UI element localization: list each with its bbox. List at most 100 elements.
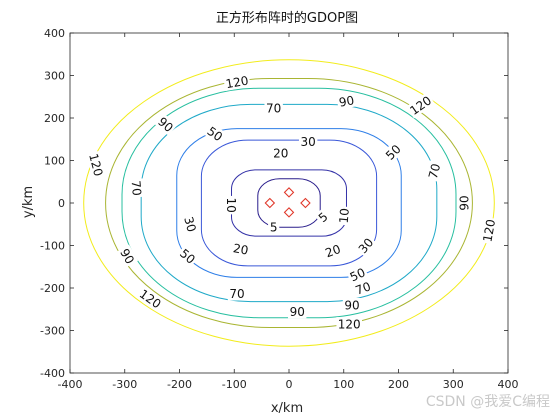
contour-label-halo <box>86 150 107 179</box>
contour-label-halo <box>321 240 344 261</box>
contour-label: 20 <box>230 240 252 258</box>
contour-label-halo <box>116 244 139 268</box>
contour-label-halo <box>288 304 307 319</box>
y-tick-label: -200 <box>40 282 65 295</box>
contour-label-halo <box>336 317 363 332</box>
contour-line-5 <box>257 178 321 228</box>
axes-box <box>69 32 509 374</box>
contour-label: 10 <box>335 205 352 226</box>
contour-label: 90 <box>116 244 139 268</box>
x-tick-label: 400 <box>498 378 519 391</box>
x-tick-label: -100 <box>222 378 247 391</box>
contour-label: 120 <box>86 150 107 179</box>
y-tick-labels: 400 300 200 100 0 -100 -200 -300 -400 <box>40 27 508 380</box>
contour-label: 70 <box>424 160 443 182</box>
watermark-text: CSDN @我爱C编程 <box>426 394 550 410</box>
y-tick-label: 400 <box>44 27 65 40</box>
contour-label-text: 10 <box>224 197 238 212</box>
contour-label: 70 <box>227 286 247 301</box>
contour-label-halo <box>135 285 165 312</box>
y-tick-label: 100 <box>44 155 65 168</box>
contour-label-text: 120 <box>225 73 250 91</box>
contour-label: 30 <box>181 213 200 235</box>
contour-label-halo <box>271 145 290 160</box>
y-tick-label: 200 <box>44 112 65 125</box>
contour-label-halo <box>457 193 472 213</box>
chart-title: 正方形布阵时的GDOP图 <box>216 10 358 26</box>
contour-label-text: 120 <box>86 152 105 178</box>
contour-label-text: 20 <box>273 146 288 160</box>
x-tick-label: 0 <box>286 378 293 391</box>
contour-label: 20 <box>271 145 290 160</box>
contour-label-halo <box>268 220 280 235</box>
y-tick-label: -100 <box>40 240 65 253</box>
contour-line-120 <box>83 59 495 347</box>
y-tick-label: 300 <box>44 70 65 83</box>
x-tick-label: 300 <box>443 378 464 391</box>
contour-label-halo <box>298 134 318 149</box>
contour-label-halo <box>223 72 251 91</box>
contour-label-text: 50 <box>348 265 368 284</box>
contour-line-20 <box>200 139 378 267</box>
contour-label-text: 90 <box>290 305 305 319</box>
contour-label-halo <box>224 195 239 215</box>
station-marker <box>283 207 295 218</box>
contour-label-text: 20 <box>232 241 249 257</box>
contour-label-halo <box>479 216 498 245</box>
contour-label: 90 <box>457 193 472 213</box>
contour-line-90 <box>105 77 473 329</box>
contour-label-halo <box>181 213 200 235</box>
contour-label-halo <box>176 244 200 268</box>
contour-label-halo <box>336 92 357 110</box>
contour-label: 120 <box>336 317 363 332</box>
contour-label-halo <box>230 240 252 258</box>
contour-label-text: 30 <box>181 215 198 233</box>
contour-label-halo <box>314 208 332 226</box>
station-marker <box>300 197 311 209</box>
contour-label-text: 20 <box>323 242 342 260</box>
contour-label-halo <box>381 140 405 164</box>
x-tick-label: 100 <box>333 378 354 391</box>
contour-label: 50 <box>346 264 369 285</box>
x-tick-label: -400 <box>58 378 83 391</box>
contour-label: 90 <box>288 304 307 319</box>
contour-label: 5 <box>314 208 332 226</box>
contour-label-text: 5 <box>270 221 278 235</box>
contour-label: 10 <box>224 195 239 215</box>
contour-label: 30 <box>298 134 318 149</box>
contour-label-halo <box>203 122 227 145</box>
station-marker <box>264 197 276 209</box>
contour-label-text: 90 <box>117 246 137 266</box>
contour-label: 20 <box>321 240 344 261</box>
contour-label-halo <box>227 286 247 301</box>
station-marker <box>283 187 295 198</box>
contour-label-halo <box>351 278 374 298</box>
contour-label-halo <box>335 205 352 226</box>
contour-label-halo <box>264 101 283 116</box>
x-tick-label: -200 <box>167 378 192 391</box>
contour-label: 5 <box>268 220 280 235</box>
x-tick-label: -300 <box>112 378 137 391</box>
contour-label: 70 <box>129 178 145 198</box>
contour-label-text: 10 <box>337 208 352 224</box>
contour-label-halo <box>405 92 435 119</box>
contour-label-halo <box>346 264 369 285</box>
contour-line-30 <box>176 128 402 278</box>
y-tick-label: -300 <box>40 325 65 338</box>
contour-label: 120 <box>479 216 498 245</box>
contour-label-halo <box>354 233 377 258</box>
y-tick-label: -400 <box>40 367 65 380</box>
contour-label-text: 90 <box>338 93 355 109</box>
contour-label: 120 <box>223 72 251 91</box>
contour-label-text: 90 <box>344 299 359 313</box>
contour-label-text: 90 <box>458 195 472 210</box>
contour-label-text: 70 <box>129 180 144 196</box>
contour-label-halo <box>154 113 178 136</box>
contour-label-text: 120 <box>338 318 361 332</box>
contour-label-text: 70 <box>354 279 373 297</box>
contour-line-50 <box>140 103 438 303</box>
contour-label-halo <box>129 178 145 198</box>
contour-label: 90 <box>342 298 362 313</box>
